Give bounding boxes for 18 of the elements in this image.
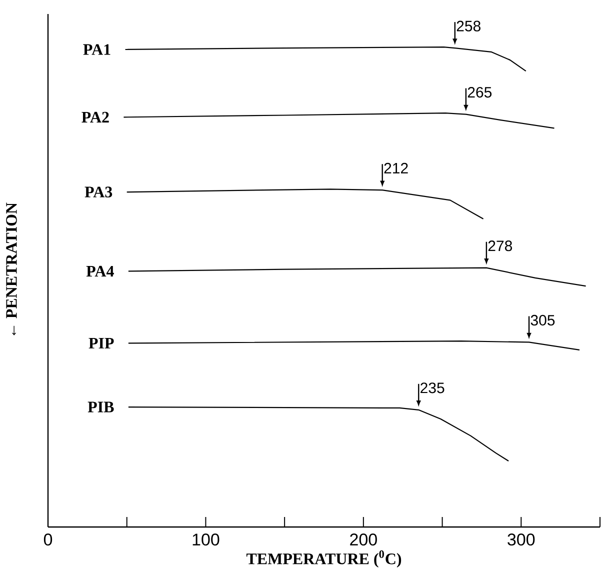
x-tick-label: 300 bbox=[508, 534, 535, 546]
annotation: 235 bbox=[420, 382, 444, 394]
annotation: 258 bbox=[456, 20, 480, 32]
annotation: 212 bbox=[384, 162, 408, 174]
x-axis-title: TEMPERATURE ($^{0}$C) bbox=[246, 550, 402, 568]
annotation: 305 bbox=[530, 314, 555, 326]
series-label: PA2 bbox=[82, 112, 109, 122]
series-label: PIP bbox=[88, 338, 114, 348]
series-label: PA4 bbox=[86, 266, 114, 276]
annotation: 278 bbox=[488, 240, 512, 252]
series-label: PA1 bbox=[83, 44, 110, 55]
x-tick-label: 100 bbox=[192, 534, 220, 546]
series-label: PA3 bbox=[84, 186, 112, 198]
x-tick-label: 200 bbox=[350, 534, 377, 546]
y-axis-title: ← PENETRATION bbox=[6, 202, 17, 336]
series-label: PIB bbox=[88, 402, 114, 412]
x-tick-label: 0 bbox=[44, 534, 52, 546]
annotation: 265 bbox=[468, 86, 492, 98]
